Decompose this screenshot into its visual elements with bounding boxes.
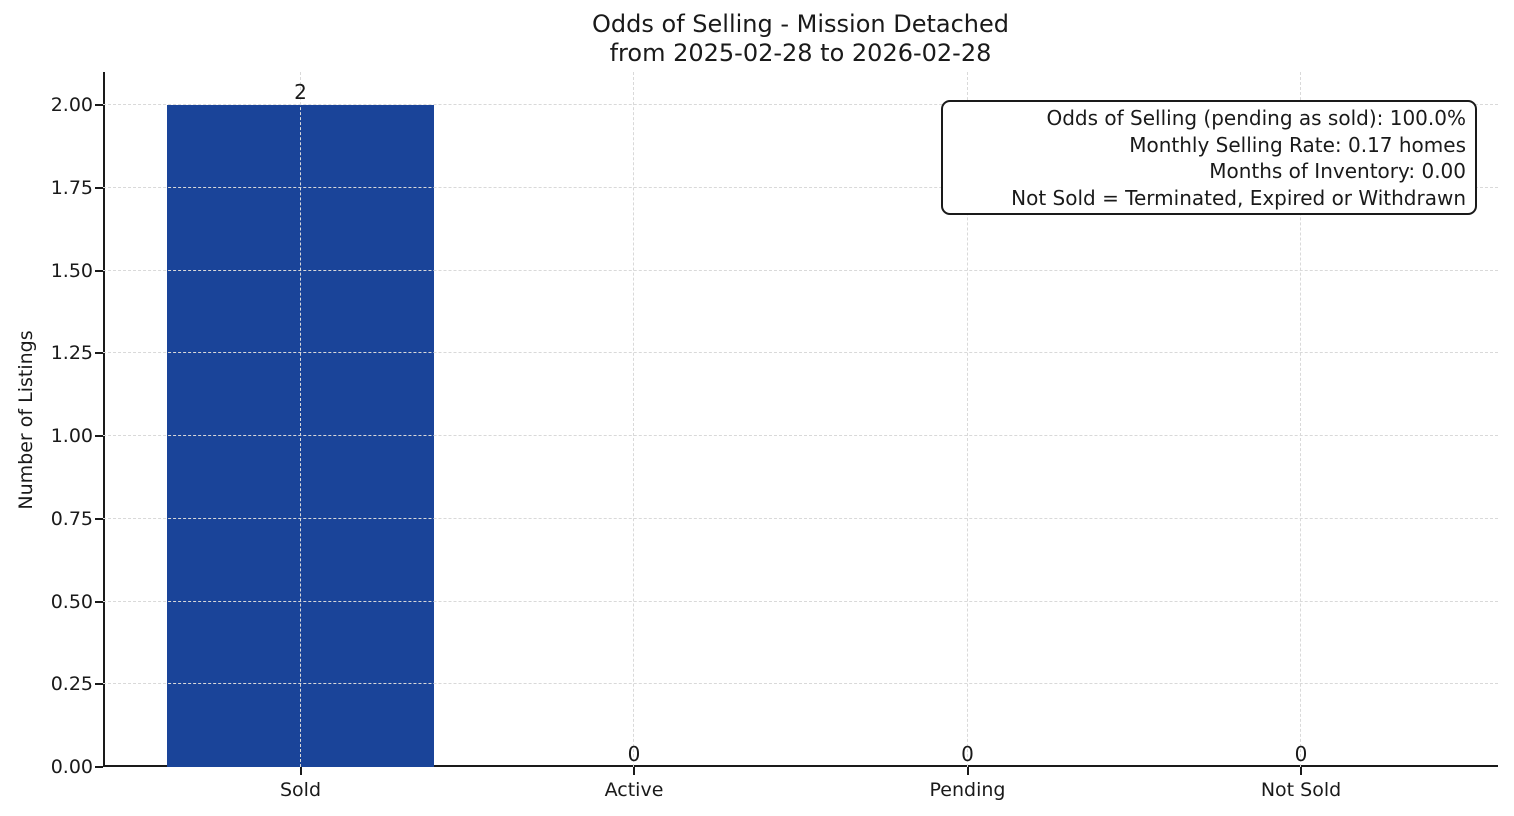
y-tick-label: 2.00: [50, 94, 93, 116]
y-tick: [95, 435, 103, 437]
bar-value-label: 2: [294, 80, 307, 104]
gridline-v: [633, 72, 634, 767]
gridline-v: [299, 72, 301, 767]
y-tick-label: 0.75: [50, 507, 93, 530]
y-tick-label: 0.50: [50, 590, 93, 613]
gridline-h: [103, 517, 1498, 519]
annotation-box: Odds of Selling (pending as sold): 100.0…: [941, 100, 1477, 215]
gridline-v: [966, 72, 968, 767]
y-tick-label: 0.25: [50, 673, 93, 696]
plot-area: [103, 72, 1498, 767]
y-tick-label: 1.25: [50, 342, 93, 365]
y-tick: [95, 766, 103, 768]
gridline-h: [103, 269, 1498, 271]
y-tick-label: 1.75: [50, 176, 93, 199]
x-tick-label-active: Active: [604, 779, 664, 801]
gridline-h: [103, 104, 1498, 105]
y-tick-label: 1.50: [50, 259, 93, 282]
x-tick: [633, 767, 635, 775]
gridline-h: [103, 352, 1498, 354]
x-tick: [299, 767, 302, 775]
y-tick-label: 0.00: [50, 756, 93, 778]
x-tick: [1300, 767, 1302, 775]
bar-sold: [167, 105, 434, 767]
bar-value-label: 0: [627, 742, 641, 766]
annotation-monthly-selling-rate: Monthly Selling Rate: 0.17 homes: [1129, 132, 1466, 157]
bar-value-label: 0: [1294, 742, 1308, 766]
chart-title-line2: from 2025-02-28 to 2026-02-28: [609, 39, 992, 67]
x-tick-label-not-sold: Not Sold: [1260, 779, 1342, 801]
x-tick-label-sold: Sold: [279, 779, 322, 801]
bar-value-label: 0: [961, 742, 974, 766]
gridline-h: [103, 683, 1498, 685]
x-tick: [966, 767, 969, 775]
gridline-h: [103, 186, 1498, 188]
gridline-h: [103, 600, 1498, 602]
y-tick: [95, 186, 103, 189]
gridline-h: [103, 435, 1498, 436]
gridline-v: [1300, 72, 1301, 767]
x-tick-label-pending: Pending: [929, 779, 1006, 801]
annotation-odds-of-selling: Odds of Selling (pending as sold): 100.0…: [1046, 106, 1466, 130]
y-tick: [95, 269, 103, 272]
y-tick: [95, 683, 103, 686]
chart-title: Odds of Selling - Mission Detached from …: [103, 10, 1498, 68]
annotation-not-sold-definition: Not Sold = Terminated, Expired or Withdr…: [1011, 185, 1466, 210]
y-tick: [95, 517, 103, 520]
y-tick: [95, 600, 103, 603]
y-tick-label: 1.00: [50, 425, 93, 447]
annotation-months-of-inventory: Months of Inventory: 0.00: [1209, 159, 1466, 183]
chart-title-line1: Odds of Selling - Mission Detached: [592, 10, 1009, 38]
y-tick: [95, 352, 103, 355]
y-tick: [95, 104, 103, 106]
